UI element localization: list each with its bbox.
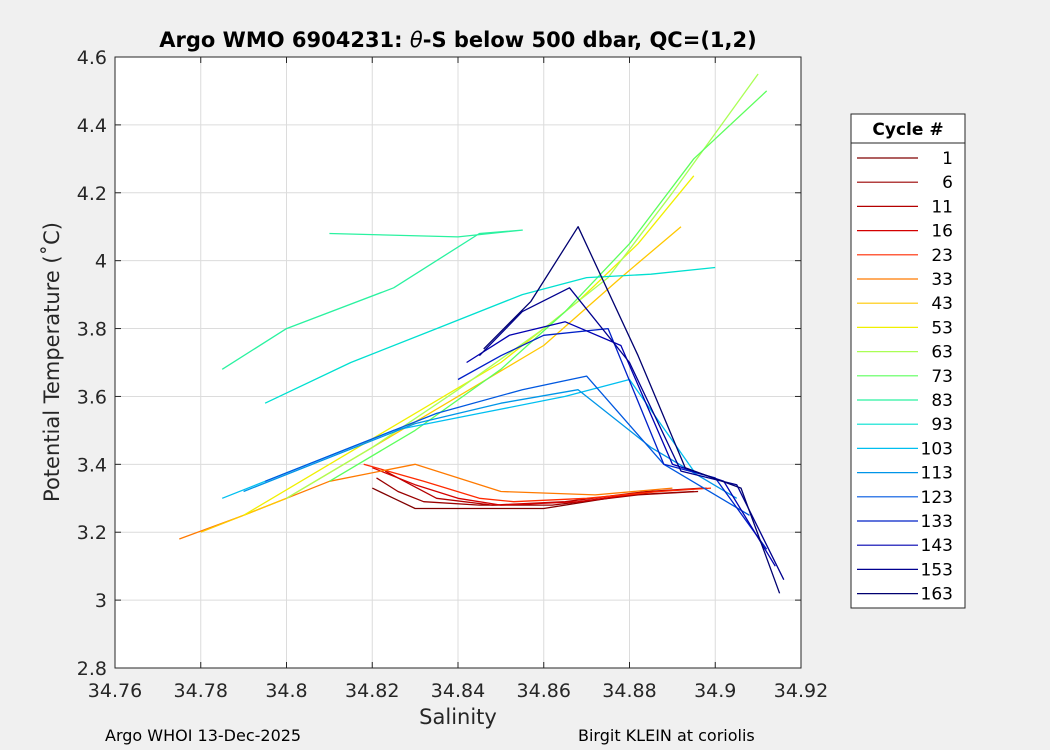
series-line-cycle-11: [384, 470, 703, 506]
series-line-cycle-63: [286, 73, 759, 499]
y-tick-label: 3.6: [77, 386, 107, 408]
series-line-cycle-153: [478, 287, 785, 580]
y-tick-label: 4.4: [77, 115, 107, 137]
series-line-cycle-53: [243, 175, 695, 516]
legend-label-103: 103: [921, 439, 953, 459]
series-line-cycle-23: [363, 463, 712, 503]
y-tick-label: 4.6: [77, 47, 107, 69]
legend-label-33: 33: [931, 270, 953, 290]
legend-label-153: 153: [921, 560, 953, 580]
y-tick-label: 2.8: [77, 658, 107, 680]
legend-label-11: 11: [931, 197, 953, 217]
legend-label-23: 23: [931, 246, 953, 266]
legend-label-1: 1: [942, 149, 953, 169]
legend-label-163: 163: [921, 585, 953, 605]
x-tick-label: 34.76: [88, 680, 142, 702]
series-line-cycle-6: [376, 477, 699, 506]
y-tick-label: 3.4: [77, 454, 107, 476]
legend: Cycle # 16111623334353637383931031131231…: [850, 113, 966, 609]
legend-title: Cycle #: [872, 120, 943, 140]
y-tick-label: 3.2: [77, 522, 107, 544]
footer-right: Birgit KLEIN at coriolis: [578, 726, 755, 745]
y-tick-label: 4: [95, 251, 107, 273]
legend-label-16: 16: [931, 222, 953, 242]
x-axis-label: Salinity: [419, 705, 497, 729]
series-group: [179, 73, 785, 594]
chart-title: Argo WMO 6904231: θ-S below 500 dbar, QC…: [159, 28, 756, 52]
x-tick-label: 34.88: [602, 680, 656, 702]
y-tick-labels: 2.8 3 3.2 3.4 3.6 3.8 4 4.2 4.4 4.6: [77, 47, 107, 680]
x-tick-label: 34.82: [345, 680, 399, 702]
x-tick-label: 34.92: [774, 680, 828, 702]
series-line-cycle-73: [329, 90, 768, 482]
x-tick-label: 34.78: [174, 680, 228, 702]
legend-label-43: 43: [931, 294, 953, 314]
legend-box: [850, 113, 966, 609]
tick-marks: [114, 56, 802, 669]
legend-label-6: 6: [942, 173, 953, 193]
x-tick-label: 34.8: [265, 680, 307, 702]
series-line-cycle-163: [483, 226, 781, 594]
series-line-cycle-83: [221, 229, 523, 370]
y-tick-label: 3.8: [77, 319, 107, 341]
series-line-cycle-113: [243, 389, 738, 499]
footer-left: Argo WHOI 13-Dec-2025: [105, 726, 302, 745]
x-tick-label: 34.86: [517, 680, 571, 702]
y-axis-label: Potential Temperature (˚C): [40, 222, 64, 502]
legend-label-123: 123: [921, 488, 953, 508]
legend-label-113: 113: [921, 464, 953, 484]
x-tick-label: 34.9: [694, 680, 736, 702]
legend-label-83: 83: [931, 391, 953, 411]
x-tick-labels: 34.76 34.78 34.8 34.82 34.84 34.86 34.88 34.9 34…: [88, 680, 828, 702]
y-tick-label: 4.2: [77, 183, 107, 205]
legend-label-53: 53: [931, 318, 953, 338]
legend-label-143: 143: [921, 536, 953, 556]
x-tick-label: 34.84: [431, 680, 485, 702]
legend-label-73: 73: [931, 367, 953, 387]
legend-label-133: 133: [921, 512, 953, 532]
legend-label-63: 63: [931, 343, 953, 363]
y-tick-label: 3: [95, 590, 107, 612]
series-line-cycle-93: [264, 266, 716, 404]
legend-items: 1611162333435363738393103113123133143153…: [857, 149, 953, 605]
legend-label-93: 93: [931, 415, 953, 435]
